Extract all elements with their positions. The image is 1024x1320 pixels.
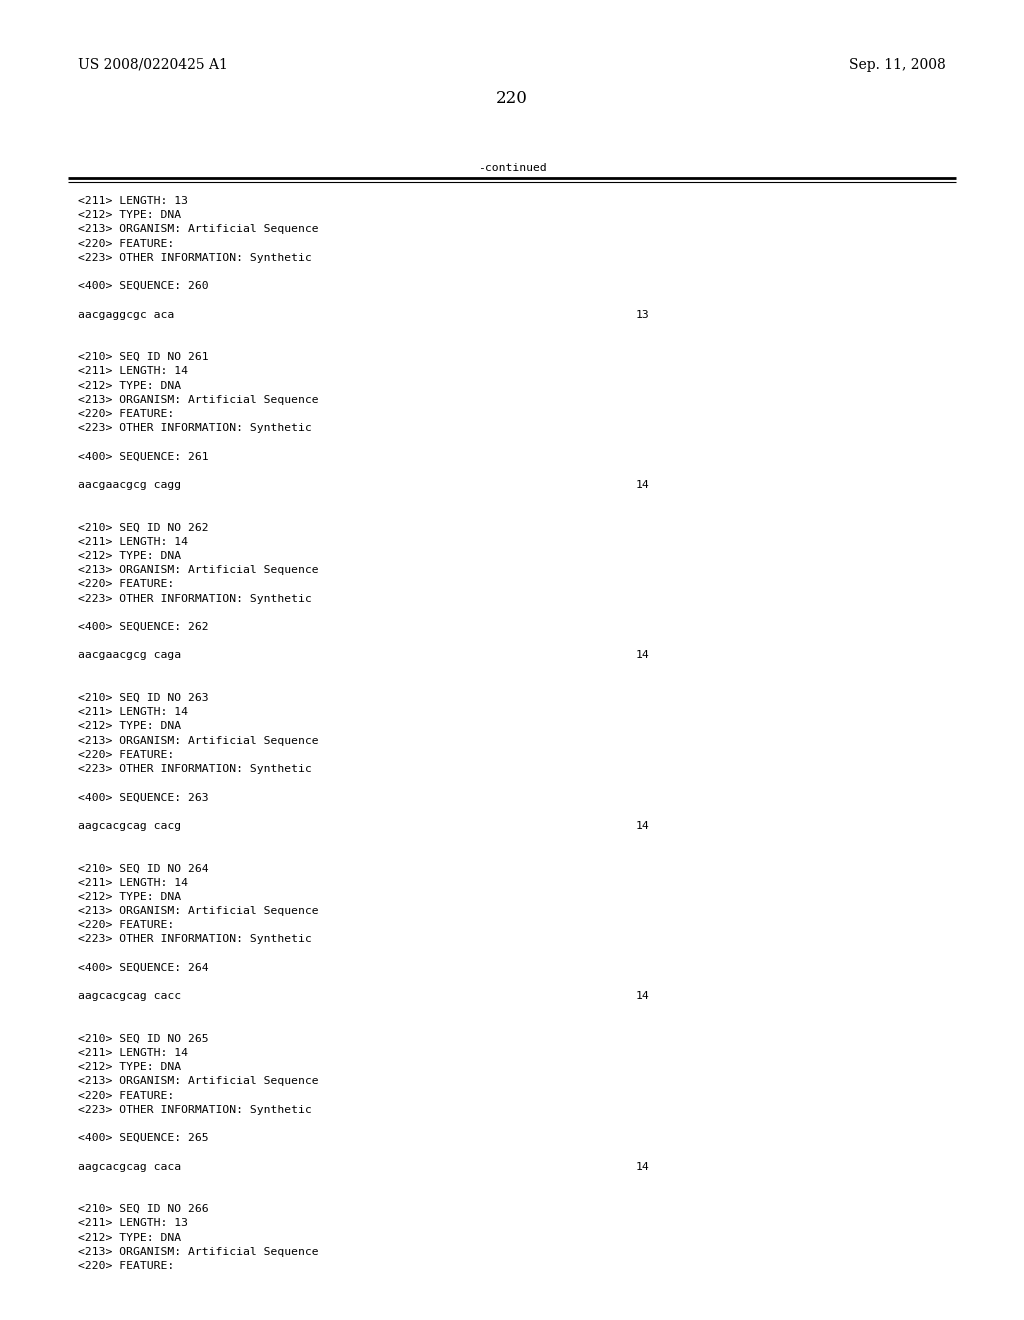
Text: <211> LENGTH: 14: <211> LENGTH: 14 xyxy=(78,367,188,376)
Text: <210> SEQ ID NO 264: <210> SEQ ID NO 264 xyxy=(78,863,209,874)
Text: <210> SEQ ID NO 263: <210> SEQ ID NO 263 xyxy=(78,693,209,704)
Text: US 2008/0220425 A1: US 2008/0220425 A1 xyxy=(78,58,228,73)
Text: <223> OTHER INFORMATION: Synthetic: <223> OTHER INFORMATION: Synthetic xyxy=(78,424,311,433)
Text: <223> OTHER INFORMATION: Synthetic: <223> OTHER INFORMATION: Synthetic xyxy=(78,253,311,263)
Text: aagcacgcag cacc: aagcacgcag cacc xyxy=(78,991,181,1001)
Text: <213> ORGANISM: Artificial Sequence: <213> ORGANISM: Artificial Sequence xyxy=(78,224,318,235)
Text: <212> TYPE: DNA: <212> TYPE: DNA xyxy=(78,1063,181,1072)
Text: <223> OTHER INFORMATION: Synthetic: <223> OTHER INFORMATION: Synthetic xyxy=(78,764,311,774)
Text: <213> ORGANISM: Artificial Sequence: <213> ORGANISM: Artificial Sequence xyxy=(78,1076,318,1086)
Text: <210> SEQ ID NO 266: <210> SEQ ID NO 266 xyxy=(78,1204,209,1214)
Text: -continued: -continued xyxy=(477,162,547,173)
Text: <220> FEATURE:: <220> FEATURE: xyxy=(78,239,174,248)
Text: <400> SEQUENCE: 261: <400> SEQUENCE: 261 xyxy=(78,451,209,462)
Text: <400> SEQUENCE: 260: <400> SEQUENCE: 260 xyxy=(78,281,209,292)
Text: 14: 14 xyxy=(636,1162,650,1172)
Text: aagcacgcag caca: aagcacgcag caca xyxy=(78,1162,181,1172)
Text: <211> LENGTH: 14: <211> LENGTH: 14 xyxy=(78,1048,188,1059)
Text: 14: 14 xyxy=(636,651,650,660)
Text: <223> OTHER INFORMATION: Synthetic: <223> OTHER INFORMATION: Synthetic xyxy=(78,594,311,603)
Text: <213> ORGANISM: Artificial Sequence: <213> ORGANISM: Artificial Sequence xyxy=(78,395,318,405)
Text: <220> FEATURE:: <220> FEATURE: xyxy=(78,579,174,590)
Text: <220> FEATURE:: <220> FEATURE: xyxy=(78,1090,174,1101)
Text: <212> TYPE: DNA: <212> TYPE: DNA xyxy=(78,1233,181,1242)
Text: <212> TYPE: DNA: <212> TYPE: DNA xyxy=(78,550,181,561)
Text: <213> ORGANISM: Artificial Sequence: <213> ORGANISM: Artificial Sequence xyxy=(78,735,318,746)
Text: aacgaacgcg cagg: aacgaacgcg cagg xyxy=(78,480,181,490)
Text: <400> SEQUENCE: 262: <400> SEQUENCE: 262 xyxy=(78,622,209,632)
Text: 14: 14 xyxy=(636,991,650,1001)
Text: <210> SEQ ID NO 261: <210> SEQ ID NO 261 xyxy=(78,352,209,362)
Text: 220: 220 xyxy=(496,90,528,107)
Text: <210> SEQ ID NO 262: <210> SEQ ID NO 262 xyxy=(78,523,209,532)
Text: 14: 14 xyxy=(636,480,650,490)
Text: <211> LENGTH: 14: <211> LENGTH: 14 xyxy=(78,708,188,717)
Text: <211> LENGTH: 13: <211> LENGTH: 13 xyxy=(78,1218,188,1229)
Text: <213> ORGANISM: Artificial Sequence: <213> ORGANISM: Artificial Sequence xyxy=(78,906,318,916)
Text: <400> SEQUENCE: 263: <400> SEQUENCE: 263 xyxy=(78,792,209,803)
Text: 14: 14 xyxy=(636,821,650,830)
Text: <400> SEQUENCE: 265: <400> SEQUENCE: 265 xyxy=(78,1133,209,1143)
Text: <220> FEATURE:: <220> FEATURE: xyxy=(78,750,174,760)
Text: 13: 13 xyxy=(636,310,650,319)
Text: <220> FEATURE:: <220> FEATURE: xyxy=(78,409,174,418)
Text: Sep. 11, 2008: Sep. 11, 2008 xyxy=(849,58,946,73)
Text: <212> TYPE: DNA: <212> TYPE: DNA xyxy=(78,380,181,391)
Text: <223> OTHER INFORMATION: Synthetic: <223> OTHER INFORMATION: Synthetic xyxy=(78,935,311,944)
Text: <400> SEQUENCE: 264: <400> SEQUENCE: 264 xyxy=(78,962,209,973)
Text: <211> LENGTH: 14: <211> LENGTH: 14 xyxy=(78,537,188,546)
Text: <212> TYPE: DNA: <212> TYPE: DNA xyxy=(78,892,181,902)
Text: <211> LENGTH: 13: <211> LENGTH: 13 xyxy=(78,195,188,206)
Text: <211> LENGTH: 14: <211> LENGTH: 14 xyxy=(78,878,188,887)
Text: <212> TYPE: DNA: <212> TYPE: DNA xyxy=(78,722,181,731)
Text: <213> ORGANISM: Artificial Sequence: <213> ORGANISM: Artificial Sequence xyxy=(78,565,318,576)
Text: <213> ORGANISM: Artificial Sequence: <213> ORGANISM: Artificial Sequence xyxy=(78,1247,318,1257)
Text: <220> FEATURE:: <220> FEATURE: xyxy=(78,1261,174,1271)
Text: aagcacgcag cacg: aagcacgcag cacg xyxy=(78,821,181,830)
Text: <212> TYPE: DNA: <212> TYPE: DNA xyxy=(78,210,181,220)
Text: <220> FEATURE:: <220> FEATURE: xyxy=(78,920,174,931)
Text: <210> SEQ ID NO 265: <210> SEQ ID NO 265 xyxy=(78,1034,209,1044)
Text: aacgaacgcg caga: aacgaacgcg caga xyxy=(78,651,181,660)
Text: aacgaggcgc aca: aacgaggcgc aca xyxy=(78,310,174,319)
Text: <223> OTHER INFORMATION: Synthetic: <223> OTHER INFORMATION: Synthetic xyxy=(78,1105,311,1115)
